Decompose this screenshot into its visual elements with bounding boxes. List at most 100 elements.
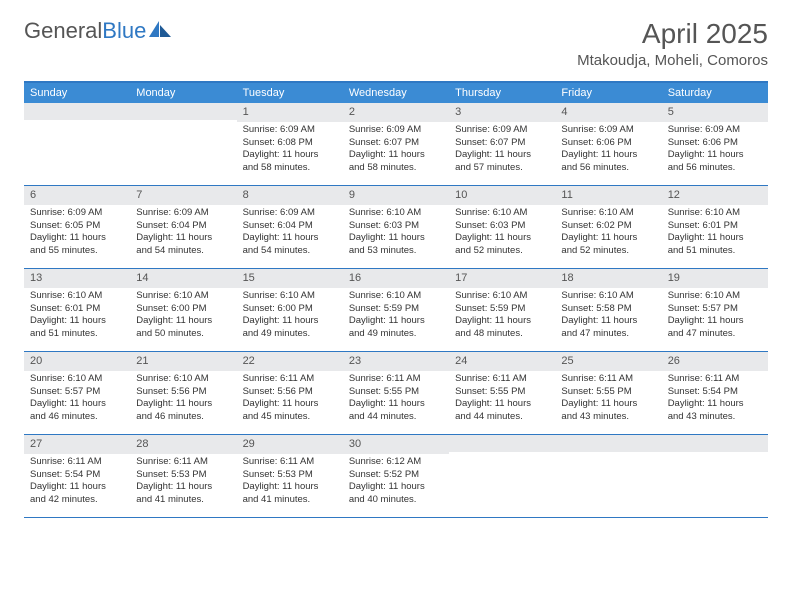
day-details: Sunrise: 6:10 AMSunset: 6:01 PMDaylight:… [662,205,768,264]
day-details: Sunrise: 6:10 AMSunset: 6:03 PMDaylight:… [449,205,555,264]
sunset-text: Sunset: 6:06 PM [668,137,762,150]
sunrise-text: Sunrise: 6:11 AM [349,373,443,386]
day-cell: 26Sunrise: 6:11 AMSunset: 5:54 PMDayligh… [662,352,768,434]
sunrise-text: Sunrise: 6:11 AM [668,373,762,386]
sunset-text: Sunset: 5:54 PM [668,386,762,399]
day-cell: 22Sunrise: 6:11 AMSunset: 5:56 PMDayligh… [237,352,343,434]
sunset-text: Sunset: 6:02 PM [561,220,655,233]
day-cell: 9Sunrise: 6:10 AMSunset: 6:03 PMDaylight… [343,186,449,268]
daylight-text: Daylight: 11 hours and 53 minutes. [349,232,443,258]
sunrise-text: Sunrise: 6:10 AM [30,290,124,303]
day-number: 22 [237,352,343,371]
sunset-text: Sunset: 6:01 PM [668,220,762,233]
day-number: 23 [343,352,449,371]
day-header-row: SundayMondayTuesdayWednesdayThursdayFrid… [24,83,768,103]
day-cell: 25Sunrise: 6:11 AMSunset: 5:55 PMDayligh… [555,352,661,434]
sunrise-text: Sunrise: 6:09 AM [243,207,337,220]
sunset-text: Sunset: 6:03 PM [349,220,443,233]
day-number [130,103,236,120]
day-details: Sunrise: 6:10 AMSunset: 5:58 PMDaylight:… [555,288,661,347]
sunset-text: Sunset: 6:05 PM [30,220,124,233]
location-subtitle: Mtakoudja, Moheli, Comoros [577,52,768,69]
day-details: Sunrise: 6:10 AMSunset: 5:59 PMDaylight:… [449,288,555,347]
week-row: 6Sunrise: 6:09 AMSunset: 6:05 PMDaylight… [24,186,768,269]
day-details: Sunrise: 6:11 AMSunset: 5:55 PMDaylight:… [343,371,449,430]
day-details: Sunrise: 6:11 AMSunset: 5:55 PMDaylight:… [449,371,555,430]
day-number: 12 [662,186,768,205]
sunset-text: Sunset: 5:59 PM [455,303,549,316]
sunset-text: Sunset: 6:03 PM [455,220,549,233]
sunrise-text: Sunrise: 6:09 AM [136,207,230,220]
logo-text-blue: Blue [102,18,146,44]
sunset-text: Sunset: 5:56 PM [243,386,337,399]
empty-cell [130,103,236,185]
day-details: Sunrise: 6:10 AMSunset: 5:59 PMDaylight:… [343,288,449,347]
day-cell: 8Sunrise: 6:09 AMSunset: 6:04 PMDaylight… [237,186,343,268]
day-cell: 12Sunrise: 6:10 AMSunset: 6:01 PMDayligh… [662,186,768,268]
day-details [24,120,130,180]
week-row: 20Sunrise: 6:10 AMSunset: 5:57 PMDayligh… [24,352,768,435]
sunrise-text: Sunrise: 6:10 AM [668,290,762,303]
day-cell: 2Sunrise: 6:09 AMSunset: 6:07 PMDaylight… [343,103,449,185]
day-number: 24 [449,352,555,371]
day-details: Sunrise: 6:09 AMSunset: 6:06 PMDaylight:… [662,122,768,181]
sunset-text: Sunset: 6:01 PM [30,303,124,316]
daylight-text: Daylight: 11 hours and 58 minutes. [243,149,337,175]
day-details: Sunrise: 6:11 AMSunset: 5:53 PMDaylight:… [130,454,236,513]
sunset-text: Sunset: 6:07 PM [455,137,549,150]
sunset-text: Sunset: 5:59 PM [349,303,443,316]
daylight-text: Daylight: 11 hours and 47 minutes. [561,315,655,341]
day-details: Sunrise: 6:10 AMSunset: 6:03 PMDaylight:… [343,205,449,264]
sunrise-text: Sunrise: 6:10 AM [455,290,549,303]
day-details: Sunrise: 6:09 AMSunset: 6:08 PMDaylight:… [237,122,343,181]
daylight-text: Daylight: 11 hours and 50 minutes. [136,315,230,341]
day-cell: 6Sunrise: 6:09 AMSunset: 6:05 PMDaylight… [24,186,130,268]
daylight-text: Daylight: 11 hours and 57 minutes. [455,149,549,175]
sunrise-text: Sunrise: 6:11 AM [136,456,230,469]
daylight-text: Daylight: 11 hours and 56 minutes. [668,149,762,175]
daylight-text: Daylight: 11 hours and 51 minutes. [668,232,762,258]
day-cell: 1Sunrise: 6:09 AMSunset: 6:08 PMDaylight… [237,103,343,185]
empty-cell [449,435,555,517]
sunrise-text: Sunrise: 6:09 AM [455,124,549,137]
sunrise-text: Sunrise: 6:11 AM [561,373,655,386]
daylight-text: Daylight: 11 hours and 49 minutes. [243,315,337,341]
empty-cell [662,435,768,517]
day-header: Tuesday [237,83,343,103]
day-header: Sunday [24,83,130,103]
day-cell: 28Sunrise: 6:11 AMSunset: 5:53 PMDayligh… [130,435,236,517]
day-number: 18 [555,269,661,288]
sunset-text: Sunset: 5:57 PM [30,386,124,399]
sunrise-text: Sunrise: 6:09 AM [668,124,762,137]
day-number: 16 [343,269,449,288]
daylight-text: Daylight: 11 hours and 48 minutes. [455,315,549,341]
day-details: Sunrise: 6:10 AMSunset: 5:57 PMDaylight:… [24,371,130,430]
daylight-text: Daylight: 11 hours and 42 minutes. [30,481,124,507]
sunrise-text: Sunrise: 6:10 AM [243,290,337,303]
sunrise-text: Sunrise: 6:09 AM [561,124,655,137]
day-cell: 4Sunrise: 6:09 AMSunset: 6:06 PMDaylight… [555,103,661,185]
day-details: Sunrise: 6:11 AMSunset: 5:55 PMDaylight:… [555,371,661,430]
day-number: 5 [662,103,768,122]
day-details [449,452,555,512]
day-details: Sunrise: 6:10 AMSunset: 5:56 PMDaylight:… [130,371,236,430]
day-number: 8 [237,186,343,205]
sunrise-text: Sunrise: 6:10 AM [668,207,762,220]
calendar-page: GeneralBlue April 2025 Mtakoudja, Moheli… [0,0,792,536]
day-number: 21 [130,352,236,371]
day-number: 14 [130,269,236,288]
day-number: 2 [343,103,449,122]
day-number: 4 [555,103,661,122]
title-block: April 2025 Mtakoudja, Moheli, Comoros [577,18,768,69]
day-details: Sunrise: 6:09 AMSunset: 6:05 PMDaylight:… [24,205,130,264]
calendar-table: SundayMondayTuesdayWednesdayThursdayFrid… [24,81,768,518]
day-details: Sunrise: 6:12 AMSunset: 5:52 PMDaylight:… [343,454,449,513]
daylight-text: Daylight: 11 hours and 49 minutes. [349,315,443,341]
day-details: Sunrise: 6:09 AMSunset: 6:07 PMDaylight:… [449,122,555,181]
day-number: 3 [449,103,555,122]
empty-cell [555,435,661,517]
day-cell: 21Sunrise: 6:10 AMSunset: 5:56 PMDayligh… [130,352,236,434]
day-cell: 23Sunrise: 6:11 AMSunset: 5:55 PMDayligh… [343,352,449,434]
sunset-text: Sunset: 5:56 PM [136,386,230,399]
day-details: Sunrise: 6:09 AMSunset: 6:04 PMDaylight:… [237,205,343,264]
